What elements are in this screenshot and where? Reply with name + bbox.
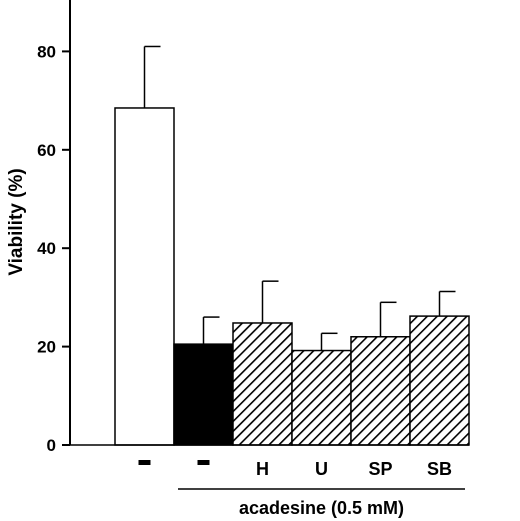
y-tick-label: 40 [37,239,56,258]
y-tick-label: 20 [37,338,56,357]
x-category-label [197,460,210,465]
bar-5 [350,336,411,446]
x-category-labels: H U SP SB [138,459,452,479]
x-category-label: SB [427,459,452,479]
y-axis: 0 20 40 60 80 [37,0,71,455]
x-category-label: SP [368,459,392,479]
bar-6 [409,315,470,446]
bar-4 [291,349,352,446]
y-axis-title: Viability (%) [6,168,27,275]
bar-1 [114,107,175,446]
y-tick-label: 80 [37,42,56,61]
x-category-label [138,460,151,465]
y-tick-label: 0 [47,436,56,455]
x-category-label: U [315,459,328,479]
x-category-label: H [256,459,269,479]
bars [70,45,470,446]
y-tick-label: 60 [37,141,56,160]
bar-3 [232,322,293,446]
group-label: acadesine (0.5 mM) [239,498,404,518]
group-annotation: acadesine (0.5 mM) [178,488,465,518]
bar-2 [173,343,234,446]
